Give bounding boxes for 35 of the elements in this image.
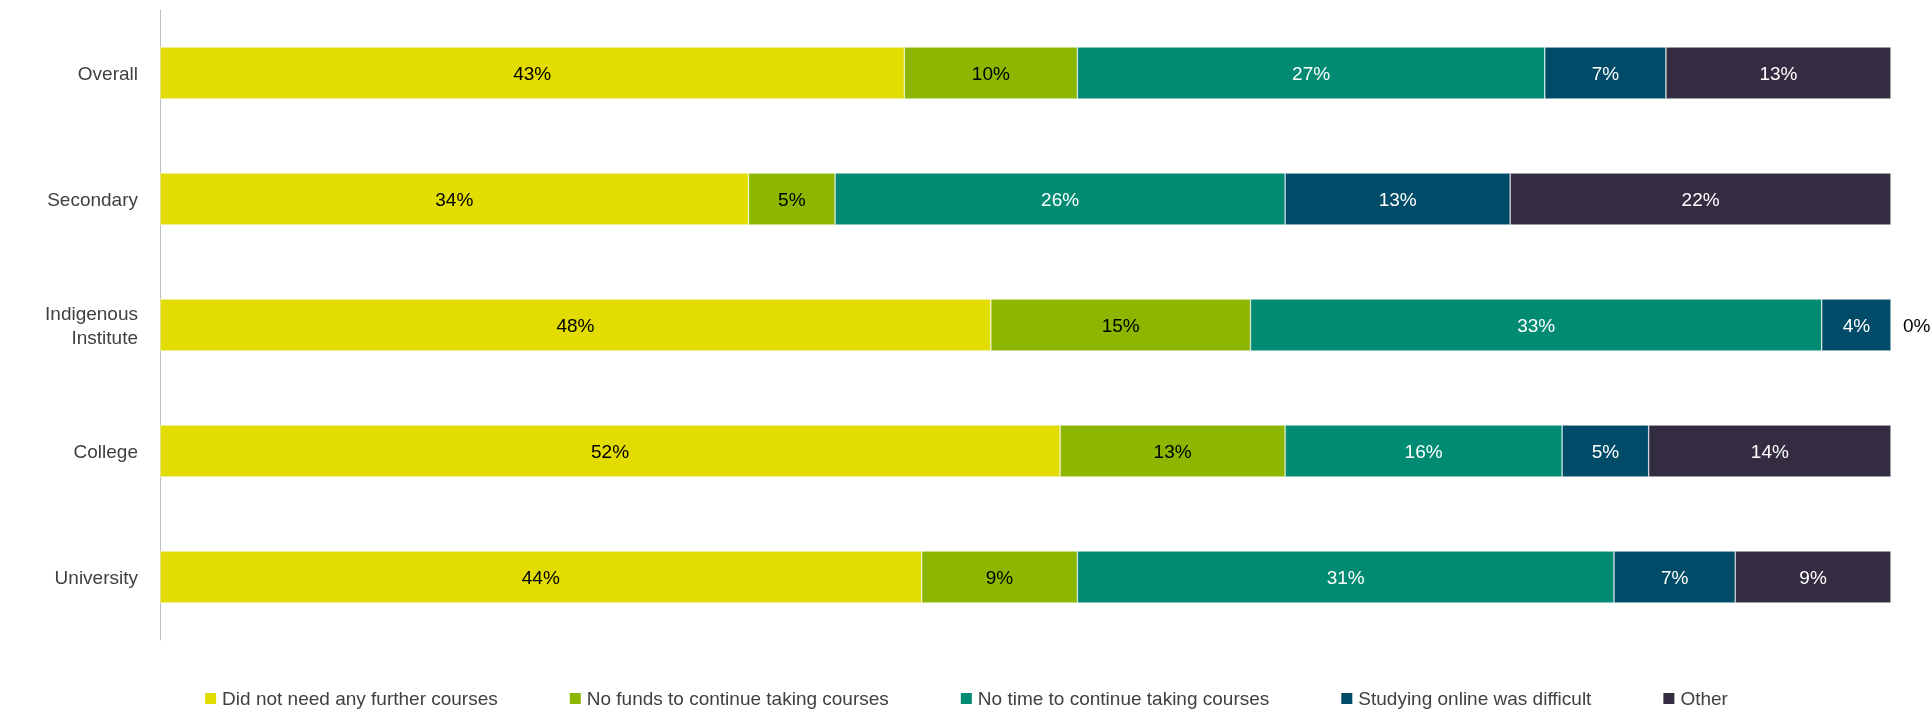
data-label: 9% (1799, 566, 1827, 588)
data-label: 5% (1591, 440, 1620, 462)
legend-label: Studying online was difficult (1358, 688, 1593, 709)
data-label: 44% (521, 566, 560, 588)
data-label: 22% (1681, 188, 1720, 210)
data-label: 48% (556, 314, 595, 336)
y-tick-label: Secondary (47, 188, 139, 210)
y-tick-label: University (54, 566, 139, 588)
legend-label: No funds to continue taking courses (586, 688, 889, 709)
data-label: 7% (1591, 62, 1620, 84)
data-label: 31% (1326, 566, 1365, 588)
data-label: 52% (591, 440, 630, 462)
y-tick-label: Overall (77, 62, 138, 84)
data-label: 43% (513, 62, 552, 84)
data-label: 13% (1759, 62, 1798, 84)
data-label: 9% (985, 566, 1014, 588)
legend-label: No time to continue taking courses (977, 688, 1270, 709)
y-tick-label: College (73, 440, 138, 462)
data-label: 26% (1041, 188, 1080, 210)
data-label: 27% (1292, 62, 1331, 84)
legend-label: Did not need any further courses (222, 688, 498, 709)
data-label: 16% (1404, 440, 1443, 462)
data-label: 14% (1750, 440, 1789, 462)
data-label: 0% (1903, 314, 1931, 336)
data-label: 15% (1101, 314, 1140, 336)
data-label: 13% (1153, 440, 1192, 462)
y-tick-label: Indigenous Institute (45, 302, 138, 348)
data-label: 34% (435, 188, 474, 210)
legend-label: Other (1680, 688, 1729, 709)
data-label: 5% (778, 188, 806, 210)
data-label: 33% (1517, 314, 1556, 336)
data-label: 10% (971, 62, 1010, 84)
data-label: 7% (1660, 566, 1689, 588)
data-label: 13% (1378, 188, 1417, 210)
data-label: 4% (1842, 314, 1871, 336)
